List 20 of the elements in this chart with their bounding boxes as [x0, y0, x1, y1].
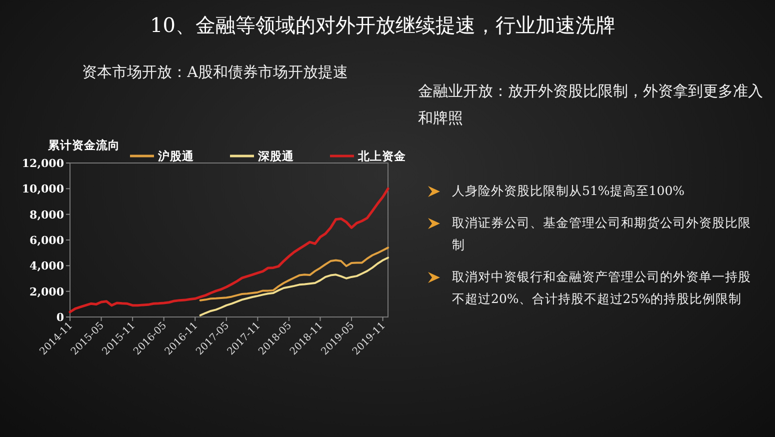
line-series — [68, 187, 390, 314]
chart-subtitle: 资本市场开放：A股和债券市场开放提速 — [82, 63, 348, 81]
line-series — [199, 246, 389, 302]
y-tick-label: 8,000 — [30, 208, 64, 222]
text: 取消证券公司、基金管理公司和期货公司外资股比限制 — [452, 215, 751, 252]
chart-title: 10、金融等领域的对外开放继续提速，行业加速洗牌 — [150, 13, 616, 37]
legend-label: 沪股通 — [157, 149, 195, 163]
y-tick-label: 12,000 — [22, 157, 64, 170]
legend-label: 北上资金 — [357, 149, 406, 163]
text: 取消对中资银行和金融资产管理公司的外资单一持股不超过20%、合计持股不超过25%的持股比例限制 — [452, 269, 751, 306]
y-tick-label: 2,000 — [30, 285, 64, 298]
y-tick-label: 10,000 — [22, 182, 64, 196]
legend-label: 深股通 — [257, 149, 295, 163]
text: 人身险外资股比限制从51%提高至100% — [452, 183, 685, 198]
y-axis-title: 累计资金流向 — [47, 138, 120, 152]
y-tick-label: 0 — [56, 311, 64, 324]
text: 金融业开放：放开外资股比限制，外资拿到更多准入和牌照 — [418, 81, 763, 129]
y-tick-label: 6,000 — [30, 234, 64, 247]
line-series — [199, 256, 389, 316]
y-tick-label: 4,000 — [30, 260, 64, 273]
